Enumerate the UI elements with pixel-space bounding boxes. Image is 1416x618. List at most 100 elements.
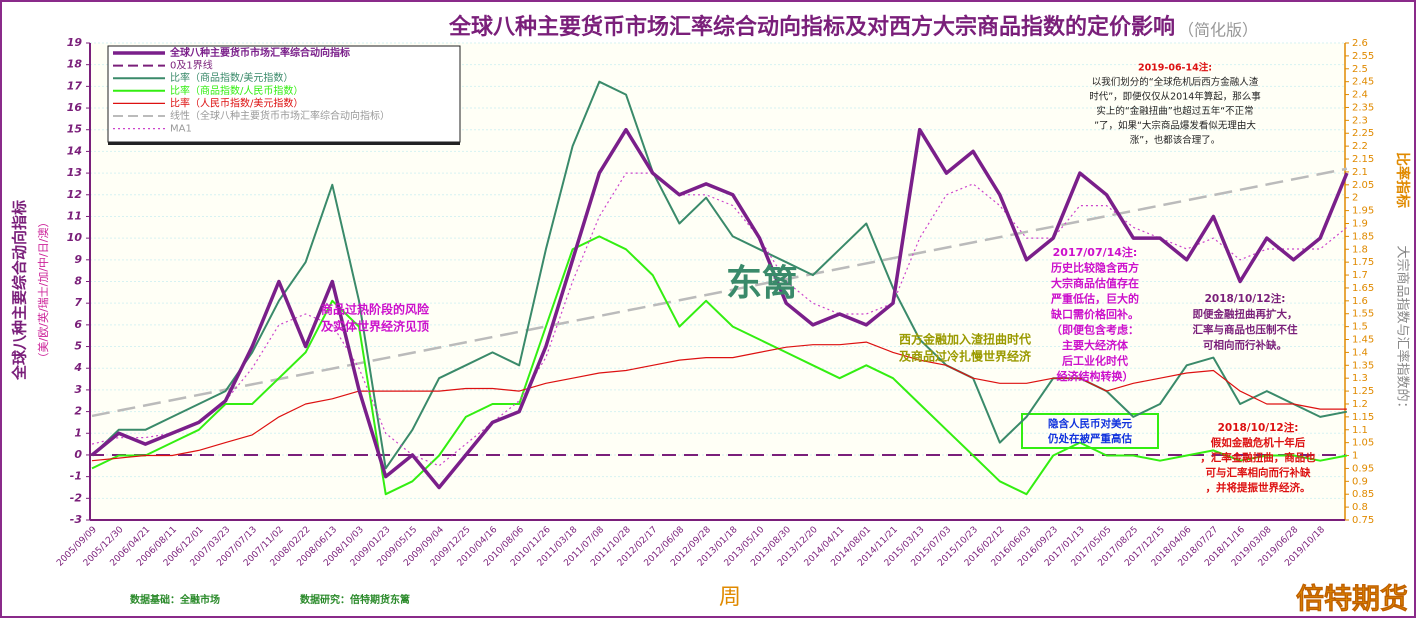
series-line: [90, 127, 1349, 490]
y-tick-label: 0: [74, 448, 82, 461]
annotation: 2018/10/12注:: [1205, 292, 1286, 305]
annotation: 可与汇率相向而行补缺: [1206, 466, 1311, 479]
y2-tick-label: 1.6: [1352, 296, 1368, 307]
y-tick-label: 6: [74, 318, 82, 331]
y2-tick-label: 2.35: [1352, 102, 1374, 113]
y2-tick-label: 1.05: [1352, 438, 1374, 449]
chart-title: 全球八种主要货币市场汇率综合动向指标及对西方大宗商品指数的定价影响: [448, 14, 1175, 40]
y2-tick-label: 2.2: [1352, 141, 1368, 152]
annotation: 汇率与商品也压制不住: [1193, 323, 1298, 336]
y2-tick-label: 0.9: [1352, 476, 1368, 487]
y2-tick-label: 1.65: [1352, 283, 1374, 294]
legend-label: 比率（商品指数/美元指数）: [170, 71, 293, 84]
annotation: 严重低估，巨大的: [1050, 292, 1139, 306]
y-tick-label: 12: [67, 188, 83, 201]
annotation: ，汇率金融扭曲，商品也: [1200, 451, 1316, 464]
y-tick-label: 15: [67, 123, 83, 136]
legend: [107, 45, 461, 143]
y-tick-label: -3: [70, 513, 83, 526]
series-line: [91, 341, 1347, 462]
annotation: 时代”，即便仅仅从2014年算起，那么事: [1089, 91, 1261, 103]
y-tick-label: 14: [67, 144, 82, 157]
y2-tick-label: 0.75: [1352, 515, 1374, 526]
annotation: 涨”，也都该合理了。: [1130, 134, 1220, 146]
y-tick-label: 5: [74, 340, 82, 353]
annotation: 可相向而行补缺。: [1203, 339, 1287, 352]
trend-line: [91, 167, 1348, 418]
y2-tick-label: 2: [1352, 193, 1358, 204]
y2-tick-label: 2.05: [1352, 180, 1374, 191]
y2-tick-label: 2.25: [1352, 128, 1374, 139]
y2-tick-label: 1.7: [1352, 270, 1368, 281]
brand: 倍特期货: [1296, 582, 1408, 615]
legend-label: 线性（全球八种主要货币市场汇率综合动向指标）: [170, 109, 390, 122]
y2-tick-label: 1.95: [1352, 206, 1374, 217]
y2-axis-label-emphasis: 比率指标: [1394, 152, 1411, 208]
x-axis-label: 周: [719, 585, 741, 610]
annotation: ，并将提振世界经济。: [1206, 481, 1311, 494]
y-tick-label: 9: [74, 253, 82, 266]
annotation: 假如金融危机十年后: [1211, 436, 1306, 449]
annotation: 东篱: [726, 263, 798, 304]
y2-tick-label: 1.35: [1352, 360, 1374, 371]
y2-tick-label: 2.6: [1352, 38, 1368, 49]
footer-research: 数据研究：倍特期货东篱: [300, 593, 410, 606]
y-tick-label: 10: [67, 231, 83, 244]
annotation: 经济结构转换）: [1057, 369, 1134, 383]
y-tick-label: 8: [74, 275, 82, 288]
series-line: [91, 80, 1348, 470]
y-tick-label: 16: [67, 101, 83, 114]
y2-tick-label: 1: [1352, 451, 1358, 462]
y2-tick-label: 1.75: [1352, 257, 1374, 268]
y2-tick-label: 1.3: [1352, 373, 1368, 384]
y2-tick-label: 1.4: [1352, 347, 1368, 358]
y2-tick-label: 1.55: [1352, 309, 1374, 320]
annotation: 西方金融加入渣扭曲时代: [899, 332, 1031, 347]
y2-tick-label: 1.45: [1352, 335, 1374, 346]
series-line: [91, 172, 1348, 467]
legend-label: 比率（商品指数/人民币指数）: [170, 84, 303, 97]
y-tick-label: 4: [73, 361, 82, 374]
legend-label: 比率（人民币指数/美元指数）: [170, 96, 303, 109]
y-tick-label: 18: [67, 58, 83, 71]
annotation: 2019-06-14注:: [1138, 62, 1212, 74]
y2-tick-label: 2.4: [1352, 90, 1368, 101]
y2-tick-label: 1.15: [1352, 412, 1374, 423]
y-tick-label: 13: [67, 166, 83, 179]
y2-tick-label: 2.3: [1352, 115, 1368, 126]
y2-axis-label: 大宗商品指数与汇率指数的：: [1395, 245, 1411, 414]
annotation: 后工业化时代: [1062, 354, 1128, 368]
annotation: 2017/07/14注:: [1053, 245, 1138, 259]
y2-tick-label: 1.1: [1352, 425, 1368, 436]
annotation: 大宗商品估值存在: [1051, 276, 1139, 290]
legend-label: 全球八种主要货币市场汇率综合动向指标: [169, 46, 350, 59]
y2-tick-label: 1.85: [1352, 231, 1374, 242]
chart-subtitle: （简化版）: [1178, 21, 1258, 40]
legend-shadow: [108, 142, 460, 145]
y2-tick-label: 0.85: [1352, 489, 1374, 500]
y2-tick-label: 2.55: [1352, 51, 1374, 62]
annotation: 缺口需价格回补。: [1050, 307, 1139, 321]
y2-tick-label: 2.15: [1352, 154, 1374, 165]
y2-tick-label: 1.8: [1352, 244, 1368, 255]
y-axis-label: 全球八种主要综合动向指标: [11, 200, 29, 381]
annotation: 即便金融扭曲再扩大，: [1193, 308, 1298, 321]
annotation: 以我们划分的“全球危机后西方金融人渣: [1092, 76, 1259, 88]
y-tick-label: -2: [70, 491, 83, 504]
y-tick-label: 3: [74, 383, 82, 396]
y2-tick-label: 1.2: [1352, 399, 1368, 410]
annotation: 主要大经济体: [1062, 338, 1129, 352]
y-tick-label: 19: [67, 36, 83, 49]
annotation: 2018/10/12注:: [1218, 421, 1299, 434]
y-tick-label: 7: [74, 296, 82, 309]
annotation: 实上的“金融扭曲”也超过五年“不正常: [1096, 105, 1253, 117]
legend-label: MA1: [170, 124, 192, 135]
y2-tick-label: 1.5: [1352, 322, 1368, 333]
y2-tick-label: 1.25: [1352, 386, 1374, 397]
y2-tick-label: 2.45: [1352, 77, 1374, 88]
y-tick-label: 1: [74, 426, 82, 439]
y-tick-label: 17: [67, 79, 83, 92]
annotation: 及商品过冷扎慢世界经济: [899, 349, 1032, 364]
y-tick-label: 2: [74, 405, 82, 418]
annotation: （即便包含考虑：: [1051, 323, 1139, 337]
